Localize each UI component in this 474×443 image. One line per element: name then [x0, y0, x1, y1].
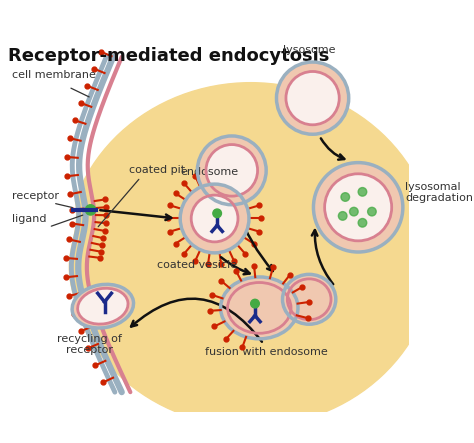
Text: cell membrane: cell membrane [12, 70, 96, 80]
Circle shape [349, 207, 358, 216]
Text: receptor: receptor [12, 191, 59, 201]
Text: recycling of
receptor: recycling of receptor [57, 334, 122, 355]
Text: Receptor-mediated endocytosis: Receptor-mediated endocytosis [8, 47, 329, 65]
Circle shape [197, 136, 266, 205]
Circle shape [251, 299, 259, 308]
Circle shape [341, 193, 349, 201]
Circle shape [358, 218, 367, 227]
Ellipse shape [66, 83, 436, 427]
Ellipse shape [79, 290, 127, 323]
Circle shape [213, 209, 221, 218]
Circle shape [358, 187, 367, 196]
Circle shape [313, 163, 403, 252]
Circle shape [276, 62, 349, 134]
Circle shape [180, 184, 249, 253]
Circle shape [192, 196, 237, 241]
Ellipse shape [72, 284, 134, 328]
Text: fusion with endosome: fusion with endosome [205, 347, 328, 357]
Text: coated pit: coated pit [128, 165, 185, 175]
Circle shape [287, 73, 338, 124]
Circle shape [85, 205, 96, 215]
Text: coated vesicle: coated vesicle [157, 260, 237, 270]
Text: ligand: ligand [12, 214, 46, 224]
Text: endosome: endosome [180, 167, 238, 177]
Text: lysosome: lysosome [283, 46, 335, 55]
Circle shape [368, 207, 376, 216]
Ellipse shape [283, 274, 336, 324]
Text: lysosomal
degradation: lysosomal degradation [405, 182, 474, 203]
Circle shape [338, 212, 347, 220]
Polygon shape [1, 57, 111, 392]
Circle shape [326, 175, 391, 240]
Circle shape [207, 146, 256, 195]
Polygon shape [1, 31, 103, 57]
Ellipse shape [220, 277, 298, 339]
